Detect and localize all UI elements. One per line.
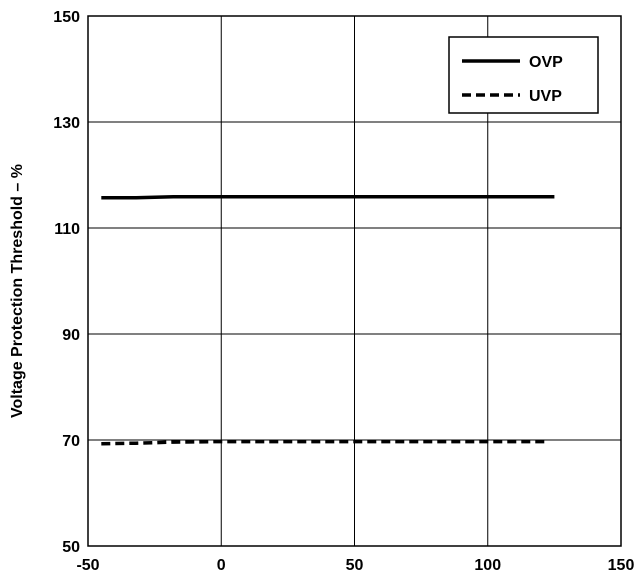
- legend: OVP UVP: [448, 36, 599, 114]
- x-axis-tick-labels: -50 0 50 100 150: [76, 557, 634, 574]
- legend-label-ovp: OVP: [529, 54, 563, 71]
- series-line-uvp: [101, 439, 549, 446]
- y-tick-label: 50: [62, 539, 80, 556]
- y-axis-tick-labels: 50 70 90 110 130 150: [53, 9, 80, 556]
- y-tick-label: 130: [53, 115, 80, 132]
- series-line-ovp: [101, 194, 555, 200]
- y-axis-title: Voltage Protection Threshold – %: [9, 164, 26, 418]
- y-tick-label: 90: [62, 327, 80, 344]
- x-tick-label: 100: [474, 557, 501, 574]
- x-tick-label: -50: [76, 557, 99, 574]
- y-tick-label: 110: [54, 221, 80, 238]
- x-tick-label: 50: [346, 557, 364, 574]
- series-lines: [101, 194, 555, 446]
- x-tick-label: 0: [217, 557, 226, 574]
- x-tick-label: 150: [608, 557, 635, 574]
- legend-box: [448, 36, 599, 114]
- y-tick-label: 70: [62, 433, 80, 450]
- y-tick-label: 150: [53, 9, 80, 26]
- legend-label-uvp: UVP: [529, 88, 562, 105]
- plot-area-frame: [87, 15, 622, 547]
